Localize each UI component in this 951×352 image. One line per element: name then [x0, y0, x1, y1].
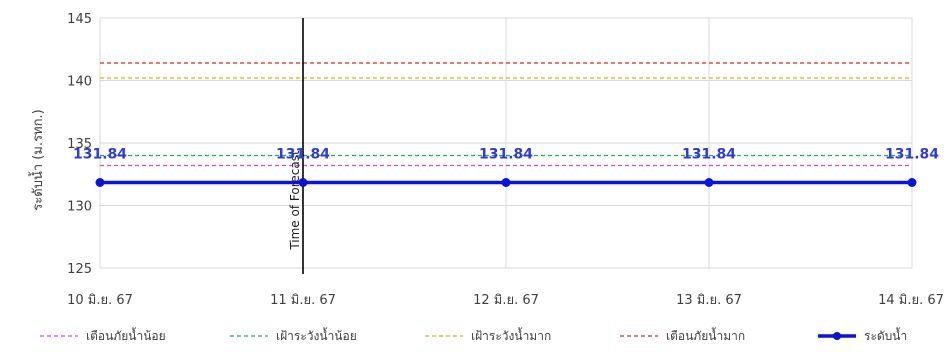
data-label: 131.84 [479, 147, 533, 163]
y-tick-label: 135 [67, 137, 92, 152]
data-point [95, 178, 105, 187]
legend-label: เตือนภัยน้ำมาก [666, 327, 745, 343]
data-point [907, 178, 917, 187]
data-point [298, 178, 308, 187]
legend-label: ระดับน้ำ [864, 327, 907, 343]
legend-marker [833, 332, 841, 340]
gridlines [99, 17, 913, 269]
x-tick-label: 11 มิ.ย. 67 [270, 293, 336, 308]
y-tick-label: 125 [67, 262, 92, 277]
legend-label: เฝ้าระวังน้ำมาก [471, 327, 551, 343]
y-axis-label: ระดับน้ำ (ม.รทก.) [28, 109, 46, 210]
x-tick-label: 10 มิ.ย. 67 [67, 293, 133, 308]
legend-label: เฝ้าระวังน้ำน้อย [276, 327, 357, 343]
data-label: 131.84 [885, 147, 939, 163]
y-tick-label: 140 [67, 75, 92, 90]
data-point [704, 178, 714, 187]
axis-ticks: 125 130 135 140 145 10 มิ.ย. 67 11 มิ.ย. 67 12 … [67, 12, 944, 308]
data-point [501, 178, 511, 187]
y-tick-label: 130 [67, 200, 92, 215]
x-tick-label: 14 มิ.ย. 67 [878, 293, 944, 308]
series-water-level: 131.84 131.84 131.84 131.84 131.84 [73, 147, 939, 187]
data-label: 131.84 [276, 147, 330, 163]
legend-label: เตือนภัยน้ำน้อย [86, 327, 166, 343]
forecast-label: Time of Forecast [288, 150, 302, 251]
x-tick-label: 12 มิ.ย. 67 [473, 293, 539, 308]
data-label: 131.84 [682, 147, 736, 163]
legend: เตือนภัยน้ำน้อย เฝ้าระวังน้ำน้อย เฝ้าระวัง… [40, 327, 907, 343]
x-tick-label: 13 มิ.ย. 67 [676, 293, 742, 308]
reference-lines [100, 62, 912, 167]
data-label: 131.84 [73, 147, 127, 163]
time-of-forecast: Time of Forecast [288, 18, 304, 274]
y-tick-label: 145 [67, 12, 92, 27]
